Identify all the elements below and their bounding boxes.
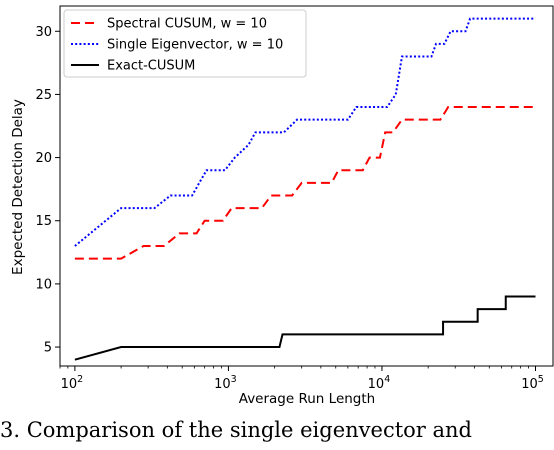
legend: Spectral CUSUM, w = 10 Single Eigenvector… — [63, 9, 307, 78]
y-tick-label: 25 — [35, 88, 52, 103]
x-axis-label: Average Run Length — [239, 391, 375, 407]
legend-box — [63, 9, 307, 78]
series-layer — [74, 17, 536, 361]
series-line-2 — [74, 295, 536, 361]
figure-caption: 3. Comparison of the single eigenvector … — [0, 418, 472, 442]
y-tick-label: 30 — [35, 25, 52, 40]
y-tick-label: 10 — [35, 277, 52, 292]
y-tick-label: 5 — [44, 341, 52, 356]
x-tick-label: 102 — [61, 374, 84, 392]
x-tick-label: 103 — [214, 374, 237, 392]
series-line-1 — [74, 17, 536, 247]
series-line-0 — [74, 106, 536, 260]
line-chart: 102 103 104 105 5 10 15 20 25 30 Spectral CUSUM, … — [10, 5, 554, 407]
y-axis-label: Expected Detection Delay — [10, 99, 26, 275]
x-tick-label: 105 — [521, 374, 544, 392]
y-tick-label: 15 — [35, 214, 52, 229]
legend-label-2: Exact-CUSUM — [107, 59, 195, 74]
axes-layer: 102 103 104 105 5 10 15 20 25 30 — [35, 5, 554, 392]
legend-label-1: Single Eigenvector, w = 10 — [107, 38, 283, 53]
x-tick-label: 104 — [368, 374, 391, 392]
legend-label-0: Spectral CUSUM, w = 10 — [107, 17, 267, 32]
y-tick-label: 20 — [35, 151, 52, 166]
plot-frame — [59, 5, 554, 367]
